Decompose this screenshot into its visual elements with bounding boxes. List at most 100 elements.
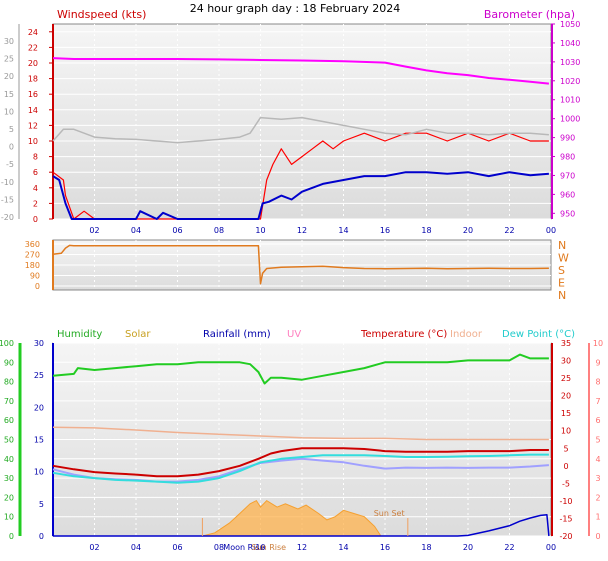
temperature-tick-label: 15	[561, 409, 571, 418]
windspeed-tick-label: 8	[33, 153, 38, 162]
degree-tick-label: 0	[35, 282, 40, 291]
legend-item: Dew Point (°C)	[502, 329, 575, 340]
outer-tick-label: 5	[9, 125, 14, 134]
hour-tick-label: 06	[172, 226, 182, 235]
humidity-tick-label: 30	[4, 474, 14, 483]
hour-tick-label: 22	[504, 543, 514, 552]
temperature-tick-label: 35	[561, 339, 571, 348]
legend-item: Rainfall (mm)	[203, 329, 271, 340]
barometer-tick-label: 950	[560, 209, 575, 218]
temperature-axis: 35 30 25 20 15 10 5 0 -5 -10 -15 -20	[551, 339, 573, 541]
outer-tick-label: 15	[4, 90, 14, 99]
humidity-tick-label: 20	[4, 493, 14, 502]
windspeed-tick-label: 16	[28, 90, 38, 99]
rain-solar-axis: 30 25 20 15 10 5 0	[34, 339, 54, 541]
series-wind-direction	[52, 244, 549, 285]
legend-item: Humidity	[57, 329, 102, 340]
hour-tick-label: 00	[546, 543, 556, 552]
rain-tick-label: 30	[34, 339, 44, 348]
legend-item: Temperature (°C)	[360, 329, 447, 340]
outer-tick-label: 10	[4, 107, 14, 116]
windspeed-tick-label: 12	[28, 121, 38, 130]
wind-outer-axis: 30 25 20 15 10 5 0 -5 -10 -15 -20	[1, 24, 20, 222]
barometer-tick-label: 970	[560, 171, 575, 180]
windspeed-tick-label: 2	[33, 199, 38, 208]
hour-tick-label: 22	[504, 226, 514, 235]
outer-tick-label: 25	[4, 55, 14, 64]
series-gust-average	[52, 171, 549, 220]
temperature-time-axis: 02 04 06 08 10 12 14 16 18 20 22 00	[89, 543, 556, 552]
legend-item: Indoor	[450, 329, 483, 340]
compass-tick-label: W	[558, 252, 569, 265]
temperature-legend: Humidity Solar Rainfall (mm) UV Temperature …	[57, 329, 575, 340]
rain-tick-label: 5	[39, 500, 44, 509]
windspeed-tick-label: 18	[28, 75, 38, 84]
hour-tick-label: 16	[380, 226, 390, 235]
hour-tick-label: 08	[214, 543, 224, 552]
uv-tick-label: 8	[595, 378, 600, 387]
wind-plot-area	[52, 23, 552, 220]
rain-tick-label: 25	[34, 371, 44, 380]
degree-tick-label: 180	[25, 261, 40, 270]
hour-tick-label: 02	[89, 543, 99, 552]
barometer-label: Barometer (hpa)	[484, 8, 575, 21]
uv-tick-label: 1	[595, 513, 600, 522]
page-title: 24 hour graph day : 18 February 2024	[190, 2, 401, 15]
legend-item: UV	[287, 329, 301, 340]
temperature-tick-label: 25	[561, 374, 571, 383]
temperature-tick-label: 5	[563, 444, 568, 453]
temperature-tick-label: 10	[561, 427, 571, 436]
legend-item: Solar	[125, 329, 151, 340]
temperature-tick-label: 0	[563, 462, 568, 471]
barometer-tick-label: 1040	[560, 39, 580, 48]
outer-tick-label: -20	[1, 213, 14, 222]
hour-tick-label: 10	[255, 226, 265, 235]
humidity-tick-label: 50	[4, 436, 14, 445]
temperature-tick-label: -15	[559, 514, 572, 523]
uv-tick-label: 7	[595, 397, 600, 406]
hour-tick-label: 12	[297, 543, 307, 552]
series-humidity	[52, 353, 549, 385]
windspeed-tick-label: 20	[28, 59, 38, 68]
hour-tick-label: 08	[214, 226, 224, 235]
barometer-tick-label: 1020	[560, 77, 580, 86]
barometer-tick-label: 1050	[560, 20, 580, 29]
compass-tick-label: N	[558, 239, 566, 252]
outer-tick-label: 20	[4, 72, 14, 81]
hour-tick-label: 18	[421, 226, 431, 235]
windspeed-label: Windspeed (kts)	[57, 8, 146, 21]
outer-tick-label: 0	[9, 143, 14, 152]
barometer-tick-label: 990	[560, 134, 575, 143]
hour-tick-label: 04	[131, 543, 141, 552]
compass-tick-label: N	[558, 289, 566, 302]
uv-tick-label: 4	[595, 455, 600, 464]
hour-tick-label: 14	[338, 543, 348, 552]
hour-tick-label: 16	[380, 543, 390, 552]
hour-tick-label: 14	[338, 226, 348, 235]
humidity-tick-label: 70	[4, 397, 14, 406]
uv-tick-label: 10	[593, 339, 603, 348]
uv-tick-label: 0	[595, 532, 600, 541]
uv-tick-label: 2	[595, 493, 600, 502]
rain-tick-label: 0	[39, 532, 44, 541]
windspeed-tick-label: 6	[33, 168, 38, 177]
series-solar	[202, 499, 382, 537]
outer-tick-label: 30	[4, 37, 14, 46]
direction-series	[52, 244, 549, 285]
barometer-tick-label: 1010	[560, 96, 580, 105]
hour-tick-label: 06	[172, 543, 182, 552]
rain-tick-label: 10	[34, 468, 44, 477]
hour-tick-label: 18	[421, 543, 431, 552]
outer-tick-label: -15	[1, 195, 14, 204]
outer-tick-label: -10	[1, 178, 14, 187]
humidity-tick-label: 0	[9, 532, 14, 541]
temperature-tick-label: -20	[559, 532, 572, 541]
uv-tick-label: 9	[595, 358, 600, 367]
uv-tick-label: 6	[595, 416, 600, 425]
compass-tick-label: S	[558, 264, 565, 277]
rain-tick-label: 20	[34, 403, 44, 412]
